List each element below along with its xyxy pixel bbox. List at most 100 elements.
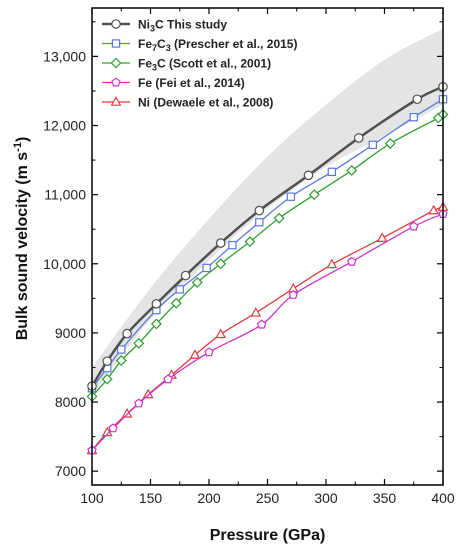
tick-layer: 100 150 200 250 300 350 400 7000 8000 9000 10,000 1… xyxy=(43,8,455,506)
legend-label-3-part-3: C (Scott et al., 2001) xyxy=(157,57,271,71)
legend-swatch-marker-2 xyxy=(111,39,121,48)
y-tick-label-8000: 8000 xyxy=(55,394,86,410)
series-2-point-9 xyxy=(286,192,296,201)
series-1-point-4 xyxy=(151,299,162,309)
legend-label-2-part-1: Fe xyxy=(138,37,152,51)
series-3-point-6 xyxy=(170,297,182,309)
series-4-line xyxy=(91,213,444,451)
series-3-point-2 xyxy=(101,373,113,385)
legend-item-5: Ni (Dewaele et al., 2008) xyxy=(102,96,273,110)
series-5-point-7 xyxy=(215,328,227,339)
legend-label-3-part-2: 3 xyxy=(152,63,157,73)
uncertainty-band xyxy=(92,28,443,396)
y-tick-label-12000: 12,000 xyxy=(43,118,86,134)
series-5-point-12 xyxy=(428,204,440,215)
series-3-point-7 xyxy=(191,276,203,288)
legend-label-2-part-4: 3 xyxy=(166,43,171,53)
series-4-point-8 xyxy=(347,256,357,266)
series-3-point-4 xyxy=(133,337,145,349)
legend-label-1-part-3: C This study xyxy=(155,18,227,32)
legend-item-1: Ni3C This study xyxy=(102,18,227,34)
series-3-point-12 xyxy=(346,165,358,176)
legend-label-1: Ni3C This study xyxy=(138,18,227,34)
series-4 xyxy=(87,209,448,455)
series-3-point-3 xyxy=(115,355,127,367)
legend-swatch-marker-5 xyxy=(110,96,122,106)
confidence-band-layer xyxy=(92,28,443,396)
legend-item-3: Fe3C (Scott et al., 2001) xyxy=(102,57,271,73)
y-axis-title: Bulk sound velocity (m s-1) xyxy=(12,137,31,341)
series-2-point-5 xyxy=(175,285,184,294)
x-tick-label-350: 350 xyxy=(373,490,397,506)
series-3-point-9 xyxy=(244,236,256,248)
series-5 xyxy=(86,201,449,455)
legend-label-1-part-1: Ni xyxy=(138,18,150,32)
series-2-point-12 xyxy=(409,113,418,122)
series-1-point-7 xyxy=(254,205,265,216)
legend-label-2-part-2: 7 xyxy=(152,43,157,53)
series-5-point-10 xyxy=(326,258,338,269)
series-3-point-5 xyxy=(150,318,162,330)
series-layer xyxy=(86,82,449,455)
legend-label-4: Fe (Fei et al., 2014) xyxy=(138,76,245,90)
legend-label-5: Ni (Dewaele et al., 2008) xyxy=(138,96,273,110)
series-4-point-5 xyxy=(204,347,214,357)
series-5-line xyxy=(91,206,444,451)
series-1-point-8 xyxy=(303,170,314,181)
x-tick-label-150: 150 xyxy=(139,490,163,506)
series-2-point-6 xyxy=(202,263,211,273)
x-tick-label-400: 400 xyxy=(431,490,455,506)
legend-label-5-part-1: Ni (Dewaele et al., 2008) xyxy=(138,96,273,110)
x-tick-label-250: 250 xyxy=(256,490,280,506)
legend-label-1-part-2: 3 xyxy=(150,24,155,34)
x-tick-label-200: 200 xyxy=(197,490,221,506)
series-1-point-9 xyxy=(353,133,364,143)
y-tick-label-10000: 10,000 xyxy=(43,256,86,272)
series-2-point-11 xyxy=(368,140,378,150)
series-3-point-11 xyxy=(308,189,320,201)
y-axis-title-close: ) xyxy=(14,137,31,142)
series-1-point-3 xyxy=(122,328,132,339)
legend-label-2-part-5: (Prescher et al., 2015) xyxy=(171,37,298,51)
series-4-point-2 xyxy=(108,423,118,433)
series-4-point-3 xyxy=(134,398,144,408)
series-5-point-8 xyxy=(250,307,262,317)
y-tick-label-11000: 11,000 xyxy=(44,187,86,203)
legend-label-2: Fe7C3 (Prescher et al., 2015) xyxy=(138,37,297,53)
series-3-point-10 xyxy=(273,212,285,224)
y-axis-title-superscript: -1 xyxy=(12,142,24,152)
y-tick-label-9000: 9000 xyxy=(55,325,86,341)
series-1-point-2 xyxy=(102,356,113,367)
series-4-point-7 xyxy=(288,289,298,299)
y-tick-label-13000: 13,000 xyxy=(43,48,86,64)
series-4-point-9 xyxy=(409,221,419,231)
legend-item-2: Fe7C3 (Prescher et al., 2015) xyxy=(102,37,297,53)
legend-swatch-marker-4 xyxy=(111,77,121,87)
x-tick-label-300: 300 xyxy=(314,490,338,506)
series-2-point-8 xyxy=(255,218,264,227)
series-2-point-7 xyxy=(228,240,237,250)
series-1-point-10 xyxy=(412,94,423,105)
series-1-point-5 xyxy=(180,270,191,281)
legend-swatch-marker-1 xyxy=(111,19,121,29)
series-5-point-6 xyxy=(189,349,201,359)
series-4-point-4 xyxy=(163,374,173,384)
series-2-point-3 xyxy=(117,345,126,354)
series-3 xyxy=(86,109,449,402)
series-1-point-6 xyxy=(215,238,226,248)
legend-label-3: Fe3C (Scott et al., 2001) xyxy=(138,57,271,73)
x-tick-label-100: 100 xyxy=(80,490,104,506)
legend-item-4: Fe (Fei et al., 2014) xyxy=(102,76,245,90)
series-4-point-6 xyxy=(256,319,267,329)
series-5-point-11 xyxy=(376,232,388,243)
series-3-point-8 xyxy=(215,258,227,270)
series-2-point-10 xyxy=(327,167,337,177)
y-tick-label-7000: 7000 xyxy=(55,463,86,479)
series-2 xyxy=(87,95,448,393)
legend-label-4-part-1: Fe (Fei et al., 2014) xyxy=(138,76,245,90)
series-3-point-13 xyxy=(384,138,396,149)
x-axis-title: Pressure (GPa) xyxy=(210,527,326,544)
y-axis-title-main: Bulk sound velocity (m s xyxy=(14,152,31,341)
legend-label-3-part-1: Fe xyxy=(138,57,152,71)
